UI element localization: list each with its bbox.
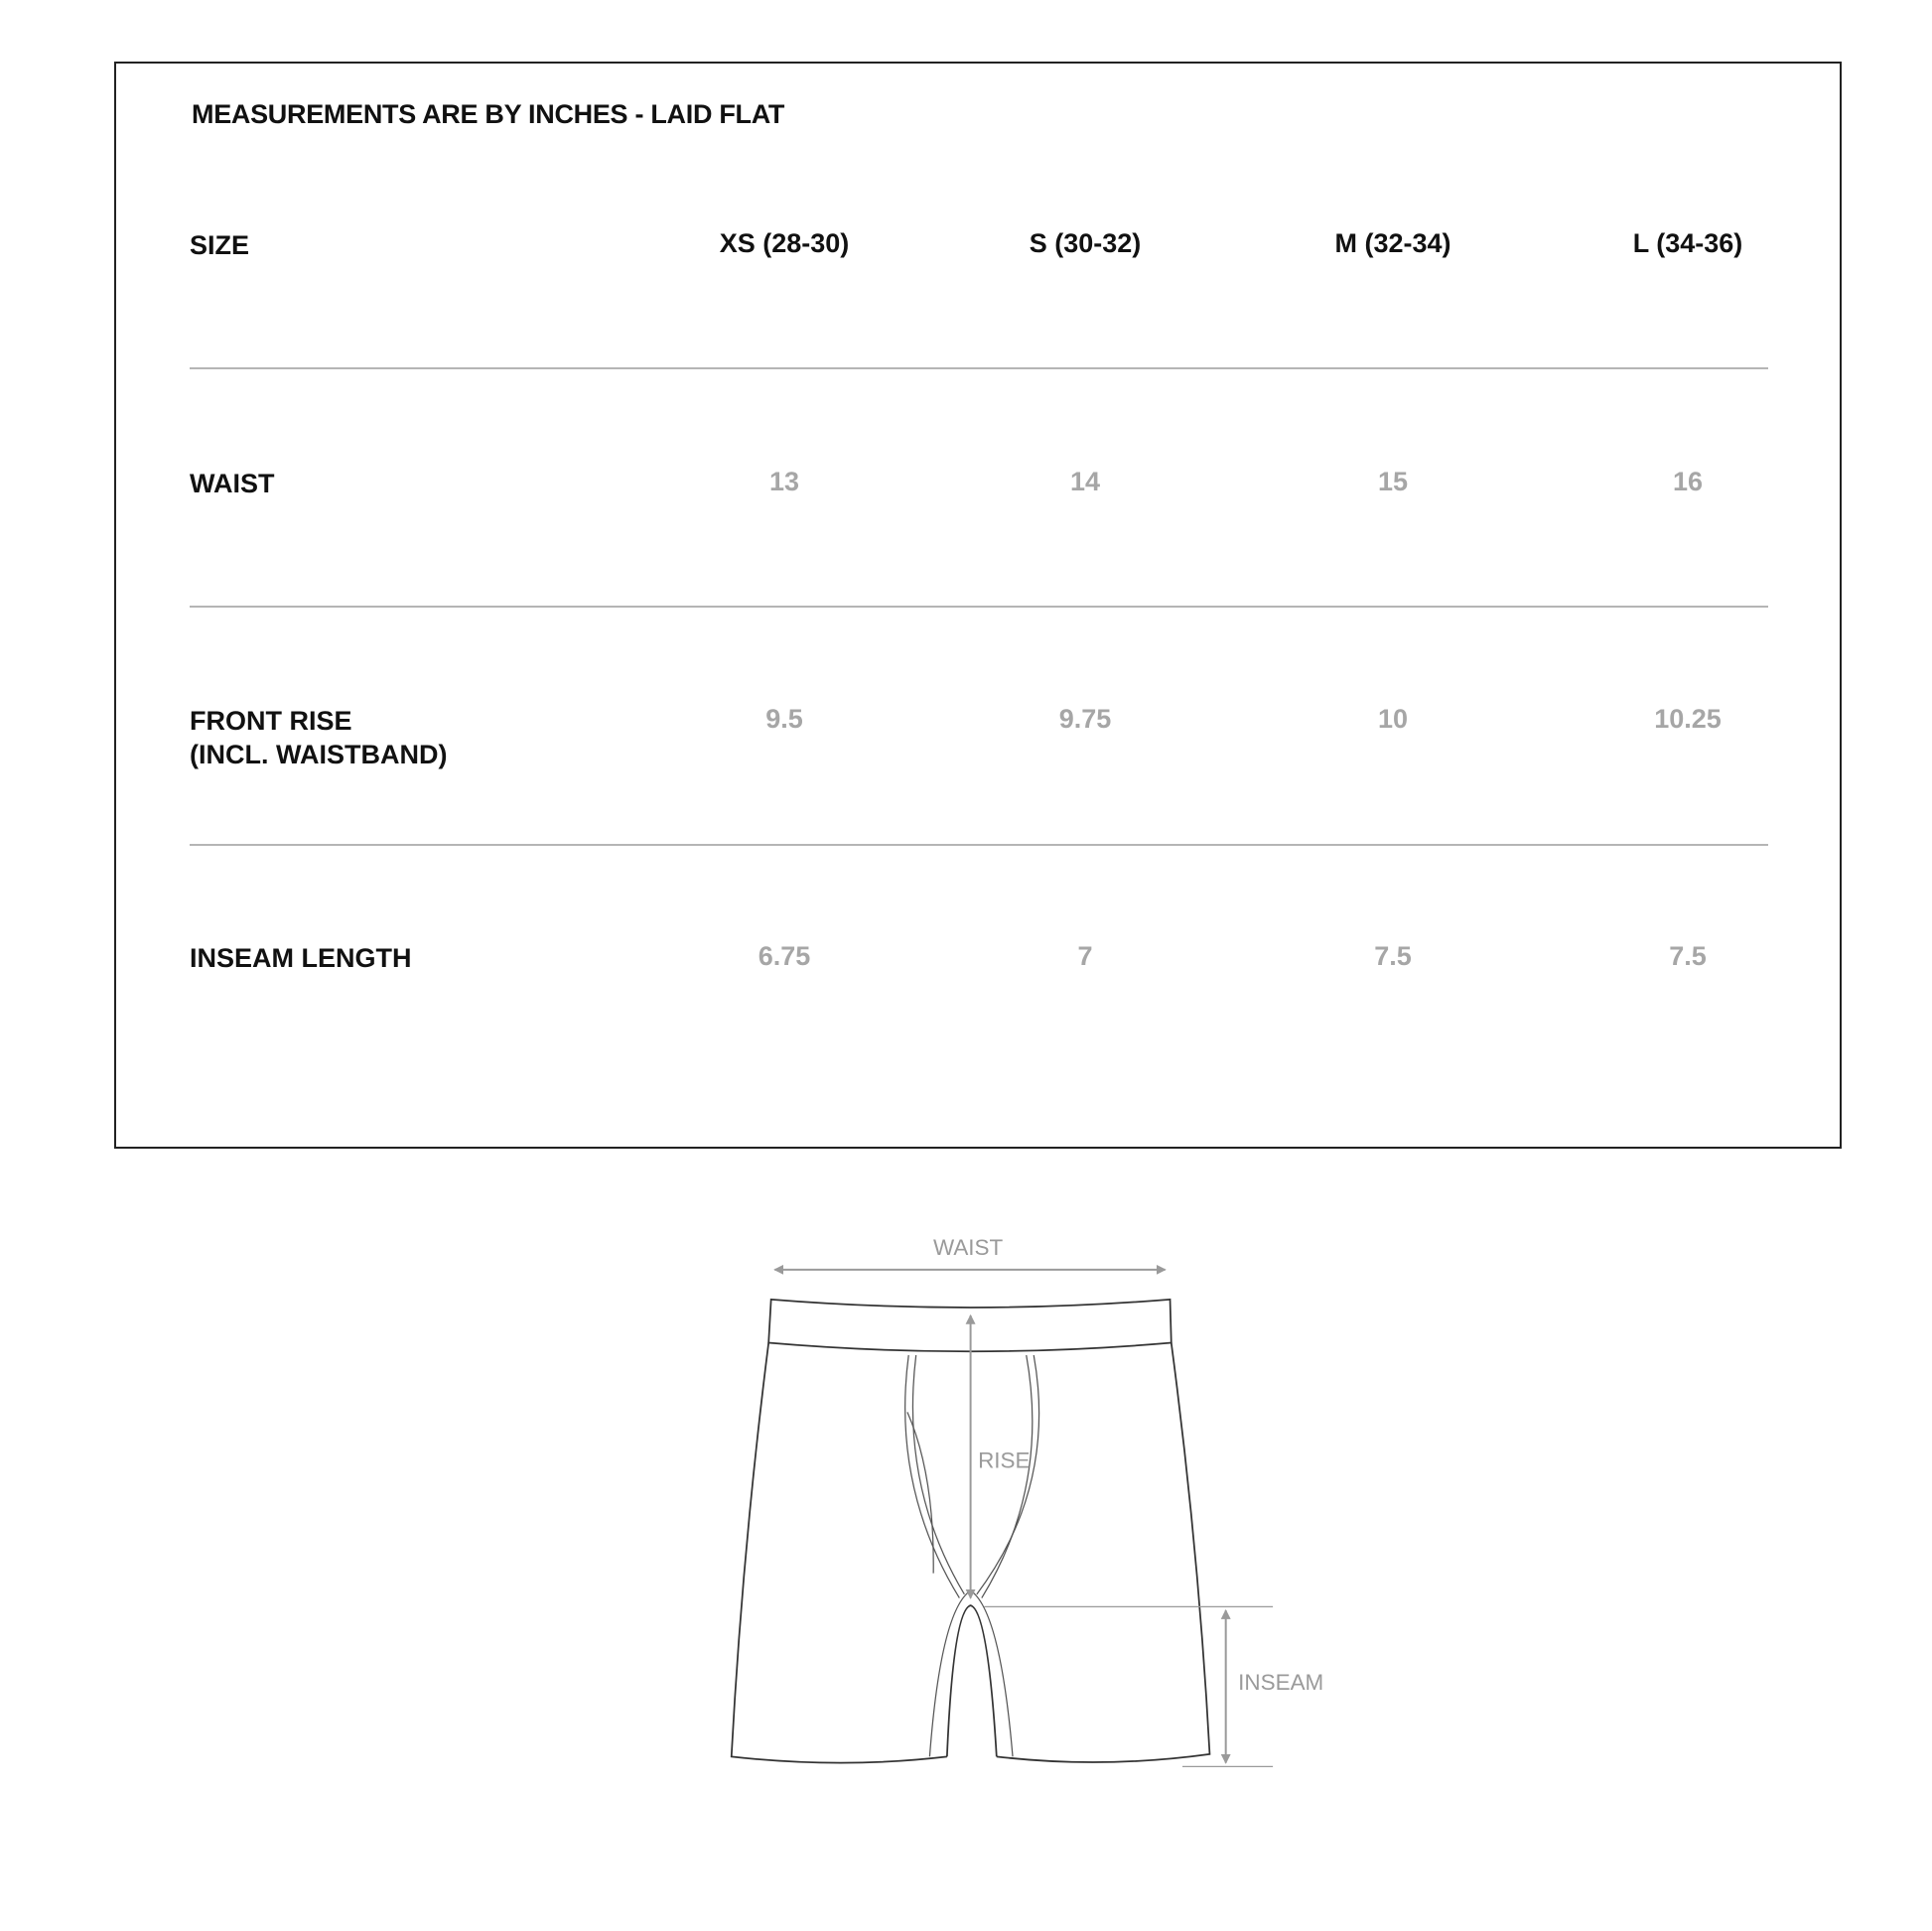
size-header-label: SIZE (190, 230, 250, 260)
chart-title: MEASUREMENTS ARE BY INCHES - LAID FLAT (192, 99, 785, 129)
cell-value: 9.75 (1058, 704, 1112, 734)
shorts-outline (730, 1298, 1211, 1764)
size-header-xs: XS (28-30) (719, 228, 850, 258)
row-sublabel: (INCL. WAISTBAND) (190, 740, 448, 769)
measurement-arrows (773, 1264, 1274, 1767)
cell-value: 7 (1077, 941, 1093, 971)
size-chart-table (114, 62, 1842, 1149)
cell-value: 6.75 (758, 941, 811, 971)
row-divider (190, 367, 1768, 369)
shorts-measurement-diagram: WAIST RISE INSEAM (730, 1235, 1323, 1767)
row-label: WAIST (190, 469, 275, 498)
cell-value: 7.5 (1669, 941, 1707, 971)
cell-value: 14 (1069, 467, 1101, 496)
cell-value: 15 (1377, 467, 1409, 496)
row-divider (190, 844, 1768, 846)
cell-value: 9.5 (765, 704, 803, 734)
row-label: INSEAM LENGTH (190, 943, 412, 973)
cell-value: 10 (1377, 704, 1409, 734)
size-header-s: S (30-32) (1029, 228, 1142, 258)
waist-label: WAIST (933, 1235, 1004, 1260)
cell-value: 10.25 (1654, 704, 1722, 734)
fly-and-gusset-seams (904, 1354, 1040, 1757)
row-divider (190, 606, 1768, 608)
cell-value: 16 (1672, 467, 1704, 496)
row-label: FRONT RISE (190, 706, 352, 736)
cell-value: 13 (768, 467, 800, 496)
inseam-label: INSEAM (1238, 1670, 1323, 1695)
size-header-m: M (32-34) (1334, 228, 1451, 258)
cell-value: 7.5 (1374, 941, 1412, 971)
size-header-l: L (34-36) (1632, 228, 1743, 258)
rise-label: RISE (978, 1448, 1030, 1473)
